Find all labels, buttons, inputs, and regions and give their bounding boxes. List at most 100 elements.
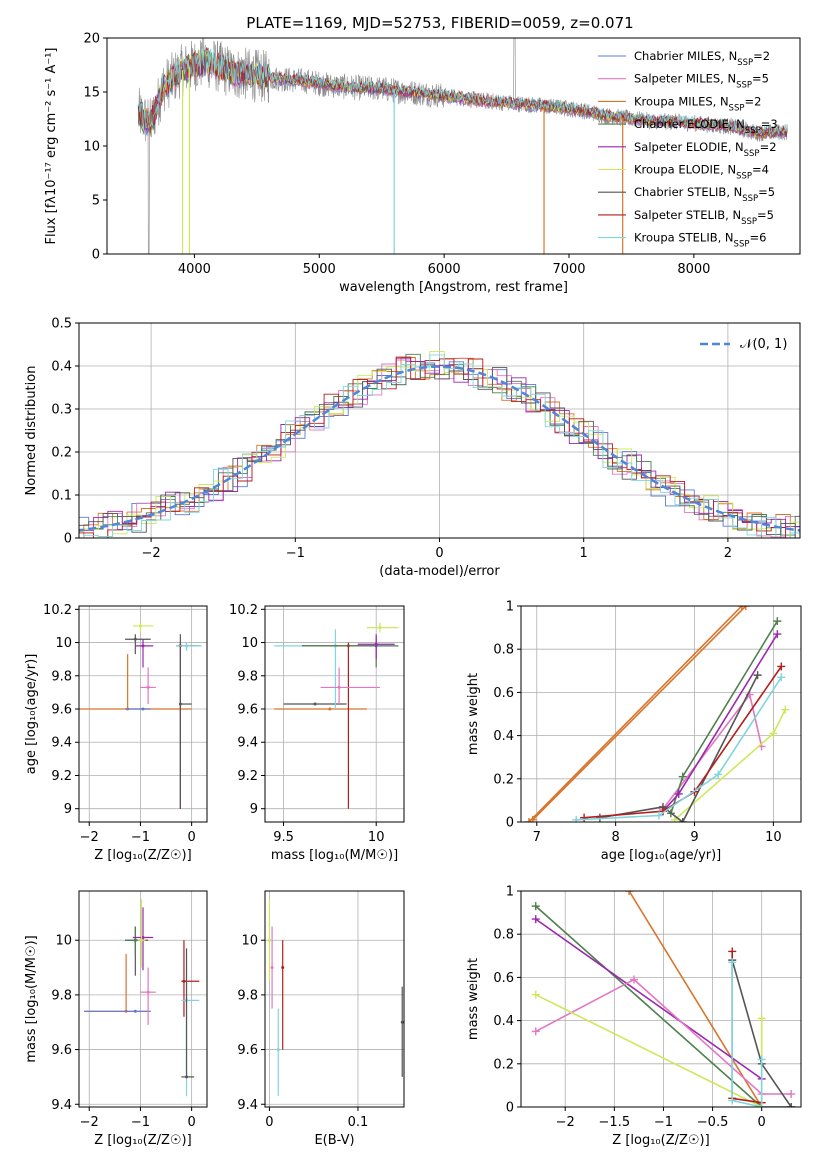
x-tick-label: 10 xyxy=(765,830,782,845)
y-tick-label: 0 xyxy=(506,816,514,831)
histogram-SE xyxy=(79,357,800,537)
data-point xyxy=(400,1020,404,1024)
histogram-KE xyxy=(79,351,800,538)
histogram-CS xyxy=(79,364,800,538)
legend-entry: Chabrier STELIB, NSSP=5 xyxy=(634,185,775,204)
axes-frame xyxy=(264,890,405,1108)
data-point xyxy=(281,966,285,970)
series-marker xyxy=(781,705,790,714)
series-marker xyxy=(531,990,540,999)
x-tick-label: 5000 xyxy=(303,262,336,277)
y-tick-label: 9.4 xyxy=(237,736,258,751)
legend-entry: Chabrier ELODIE, NSSP=3 xyxy=(634,117,778,136)
plot-area xyxy=(79,351,800,538)
legend-sub: SSP xyxy=(737,58,753,68)
x-tick-label: 8 xyxy=(612,830,620,845)
series-marker xyxy=(531,915,540,924)
y-tick-label: 0.8 xyxy=(493,928,514,943)
legend-sub: SSP xyxy=(742,194,758,204)
panel-mass-vs-Z: −2 −1 0 9.4 9.6 9.8 10 Z [log₁₀(Z/Z☉)] mass [log… xyxy=(24,890,208,1148)
series-marker xyxy=(737,606,746,610)
y-tick-label: 0.2 xyxy=(51,446,72,461)
axes-frame xyxy=(520,890,802,1108)
x-axis-label: Z [log₁₀(Z/Z☉)] xyxy=(94,848,191,863)
y-tick-label: 9.6 xyxy=(237,703,258,718)
histogram-SS xyxy=(79,356,800,538)
y-tick-label: 0.4 xyxy=(493,1014,514,1029)
y-tick-label: 9.6 xyxy=(51,703,72,718)
data-point xyxy=(141,935,145,939)
legend-sub: SSP xyxy=(745,126,761,136)
x-tick-label: 0.1 xyxy=(348,1115,369,1130)
y-tick-label: 10 xyxy=(83,140,100,155)
series-line-CS xyxy=(599,674,759,822)
series-marker xyxy=(580,813,589,822)
y-tick-label: 0 xyxy=(92,248,100,263)
data-point xyxy=(133,637,137,641)
x-tick-label: −1 xyxy=(131,830,150,845)
series-marker xyxy=(773,630,782,639)
y-tick-label: 9 xyxy=(250,802,258,817)
data-point xyxy=(313,702,317,706)
legend-sub: SSP xyxy=(734,240,750,250)
data-point xyxy=(146,685,150,689)
y-tick-label: 9.6 xyxy=(237,1043,258,1058)
y-axis-label: Normed distribution xyxy=(24,366,39,496)
series-marker xyxy=(777,673,786,682)
legend-text: Salpeter STELIB, N xyxy=(634,208,741,222)
x-tick-label: −2 xyxy=(80,1115,99,1130)
data-point xyxy=(328,707,332,711)
x-tick-label: −1 xyxy=(131,1115,150,1130)
legend-sub: SSP xyxy=(741,217,757,227)
panel-massweight-vs-age: 7 8 9 10 0 0.2 0.4 0.6 0.8 1 age [log₁₀(age/yr)] ma… xyxy=(466,600,802,863)
data-point xyxy=(337,685,341,689)
legend-sub: SSP xyxy=(729,103,745,113)
series-marker xyxy=(777,662,786,671)
data-point xyxy=(133,938,137,942)
x-tick-label: −2 xyxy=(556,1115,575,1130)
y-tick-label: 0.2 xyxy=(493,1057,514,1072)
series-marker xyxy=(655,811,664,820)
legend-text: Salpeter ELODIE, N xyxy=(634,140,744,154)
data-point xyxy=(185,644,189,648)
y-tick-label: 10 xyxy=(241,934,258,949)
legend-sub: SSP xyxy=(736,172,752,182)
axes-frame xyxy=(78,605,208,823)
figure-title: PLATE=1169, MJD=52753, FIBERID=0059, z=0… xyxy=(246,14,633,32)
y-tick-label: 9.2 xyxy=(51,769,72,784)
x-axis-label: mass [log₁₀(M/M☉)] xyxy=(271,848,398,863)
series-marker xyxy=(757,1055,766,1064)
panel-mass-vs-EBV: 0 0.1 9.4 9.6 9.8 10 E(B-V) xyxy=(237,890,405,1148)
data-point xyxy=(267,938,271,942)
data-point xyxy=(141,644,145,648)
legend-tail: =2 xyxy=(744,94,761,108)
x-tick-label: −1.5 xyxy=(599,1115,631,1130)
x-tick-label: 10 xyxy=(368,830,385,845)
series-marker xyxy=(728,947,737,956)
series-marker xyxy=(572,815,581,822)
x-tick-label: 8000 xyxy=(677,262,710,277)
y-axis-label: age [log₁₀(age/yr)] xyxy=(24,654,39,775)
x-axis-label: age [log₁₀(age/yr)] xyxy=(601,848,722,863)
legend-text: Kroupa MILES, N xyxy=(634,94,729,108)
y-tick-label: 0.6 xyxy=(493,971,514,986)
series-marker xyxy=(741,606,750,610)
y-tick-label: 5 xyxy=(92,194,100,209)
data-point xyxy=(270,966,274,970)
y-tick-label: 1 xyxy=(506,885,514,900)
series-marker xyxy=(769,729,778,738)
y-tick-label: 0 xyxy=(506,1101,514,1116)
legend-tail: =2 xyxy=(760,140,777,154)
y-axis-label: mass weight xyxy=(466,958,481,1040)
series-marker xyxy=(670,815,679,822)
legend-entry: Chabrier MILES, NSSP=2 xyxy=(634,49,770,68)
legend-tail: =4 xyxy=(752,163,769,177)
x-axis-label: Z [log₁₀(Z/Z☉)] xyxy=(94,1133,191,1148)
x-tick-label: −1 xyxy=(286,546,305,561)
series-line-KE xyxy=(535,993,763,1107)
y-tick-label: 0.1 xyxy=(51,489,72,504)
y-tick-label: 9.2 xyxy=(237,769,258,784)
data-point xyxy=(133,1009,137,1013)
plot-area xyxy=(524,606,790,822)
x-tick-label: 9.5 xyxy=(273,830,294,845)
